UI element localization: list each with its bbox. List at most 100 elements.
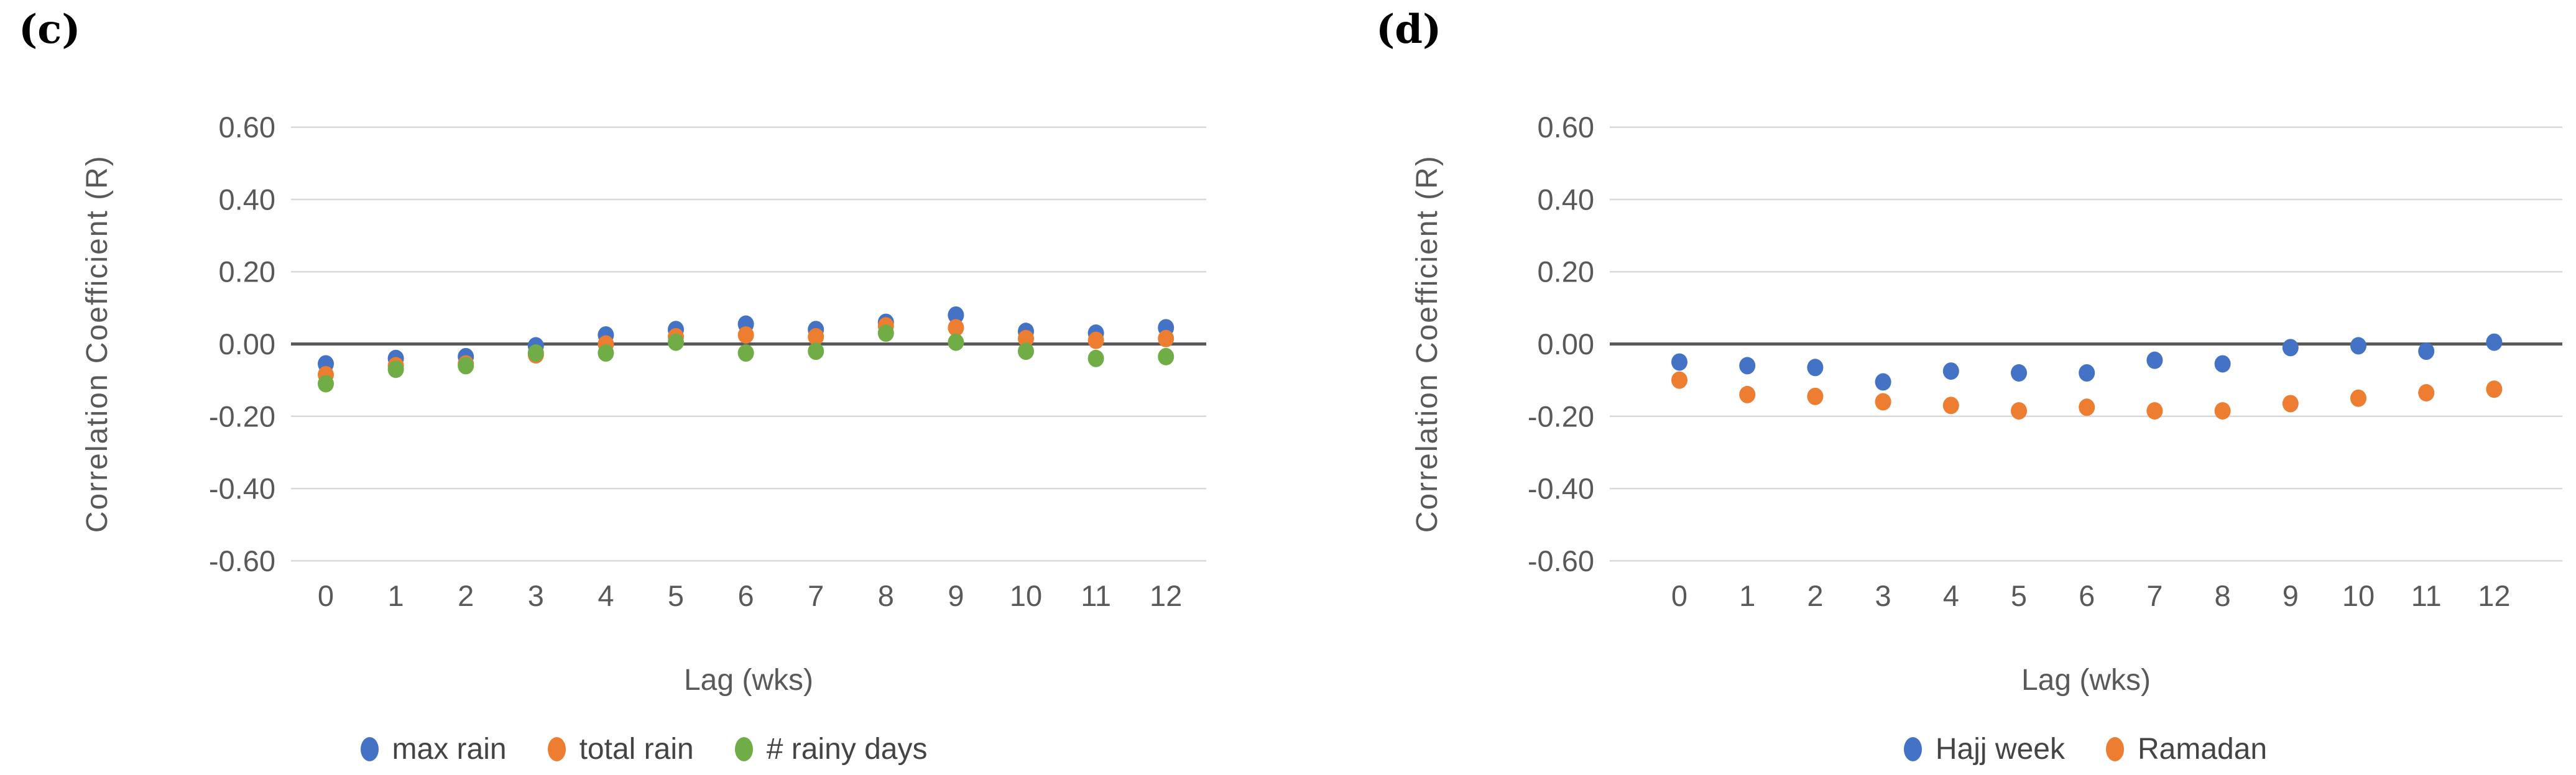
data-point-total-rain-lag-11	[1087, 331, 1104, 349]
data-point-total-rain-lag-12	[1158, 329, 1175, 347]
legend-item-max-rain: max rain	[360, 732, 507, 766]
legend-label: Ramadan	[2137, 733, 2268, 766]
data-point--rainy-days-lag-3	[527, 344, 544, 362]
legend-label: Hajj week	[1935, 733, 2065, 766]
x-tick-label: 2	[1807, 579, 1823, 612]
data-point-hajj-week-lag-2	[1807, 359, 1824, 377]
data-point-hajj-week-lag-6	[2079, 364, 2095, 382]
legend-item-hajj-week: Hajj week	[1903, 732, 2065, 766]
x-axis-title: Lag (wks)	[2021, 664, 2151, 697]
data-point-ramadan-lag-9	[2282, 395, 2299, 413]
data-point-ramadan-lag-0	[1671, 371, 1687, 389]
x-tick-label: 9	[2283, 579, 2299, 612]
data-point--rainy-days-lag-4	[598, 344, 614, 362]
legend-marker-icon	[360, 737, 379, 761]
x-axis-title: Lag (wks)	[684, 664, 813, 697]
x-tick-label: 0	[1671, 579, 1687, 612]
panel-label-d: (d)	[1376, 6, 1442, 53]
y-tick-label: 0.00	[1538, 328, 1594, 360]
x-tick-label: 5	[2011, 579, 2027, 612]
scatter-chart-c: 0.600.400.200.00-0.20-0.40-0.600 1 2 3 4 5 6 7 8…	[81, 111, 1206, 697]
legend-marker-icon	[734, 737, 753, 761]
y-axis-title: Correlation Coefficient (R)	[81, 155, 114, 533]
x-tick-label: 9	[948, 579, 964, 612]
x-tick-label: 10	[1010, 579, 1042, 612]
data-point-hajj-week-lag-7	[2146, 351, 2163, 369]
y-tick-label: 0.40	[1538, 183, 1594, 216]
legend-marker-icon	[1903, 737, 1922, 761]
x-tick-label: 12	[2478, 579, 2510, 612]
data-point-ramadan-lag-6	[2079, 398, 2095, 416]
data-point-hajj-week-lag-4	[1942, 362, 1959, 380]
data-point--rainy-days-lag-5	[668, 333, 684, 351]
y-tick-label: 0.60	[1538, 111, 1594, 144]
x-tick-label: 11	[2411, 579, 2442, 612]
x-tick-label: 12	[1150, 579, 1182, 612]
data-point--rainy-days-lag-9	[948, 333, 964, 351]
data-point-total-rain-lag-7	[808, 328, 824, 346]
data-point--rainy-days-lag-8	[877, 324, 894, 342]
y-tick-label: -0.60	[209, 544, 275, 577]
x-tick-label: 4	[1943, 579, 1959, 612]
data-point--rainy-days-lag-2	[458, 357, 474, 375]
data-point-ramadan-lag-5	[2011, 402, 2027, 420]
data-point-ramadan-lag-1	[1739, 385, 1756, 403]
x-tick-label: 10	[2342, 579, 2375, 612]
x-tick-label: 7	[2146, 579, 2163, 612]
y-tick-label: 0.40	[219, 183, 275, 216]
y-tick-label: -0.20	[1528, 400, 1594, 433]
y-axis-title: Correlation Coefficient (R)	[1411, 155, 1444, 533]
data-point-ramadan-lag-10	[2350, 389, 2366, 407]
scatter-chart-d: 0.600.400.200.00-0.20-0.40-0.600 1 2 3 4 5 6 7 8…	[1411, 111, 2562, 697]
panel-label-c: (c)	[19, 6, 81, 53]
data-point-ramadan-lag-2	[1807, 387, 1824, 405]
y-tick-label: 0.20	[219, 255, 275, 288]
x-tick-label: 8	[2215, 579, 2231, 612]
legend-marker-icon	[547, 737, 566, 761]
data-point--rainy-days-lag-7	[808, 342, 824, 360]
data-point-ramadan-lag-4	[1942, 397, 1959, 415]
y-tick-label: 0.60	[219, 111, 275, 144]
x-tick-label: 4	[598, 579, 614, 612]
x-tick-label: 6	[738, 579, 754, 612]
data-point-hajj-week-lag-11	[2418, 342, 2435, 360]
data-point-total-rain-lag-10	[1018, 329, 1034, 347]
data-point--rainy-days-lag-11	[1087, 349, 1104, 367]
y-tick-label: 0.20	[1538, 255, 1594, 288]
data-point-hajj-week-lag-10	[2350, 337, 2366, 355]
legend-label: total rain	[579, 733, 694, 766]
x-tick-label: 3	[528, 579, 544, 612]
panel-d: (d) 0.60 0.40 0.20 0.00 -0.20 -0.40 -0.60 0 1 2 3 4…	[1288, 0, 2575, 775]
data-point--rainy-days-lag-6	[737, 344, 754, 362]
x-tick-label: 3	[1875, 579, 1891, 612]
data-point-total-rain-lag-6	[737, 326, 754, 344]
legend-label: # rainy days	[766, 733, 928, 766]
legend-item--rainy-days: # rainy days	[734, 732, 928, 766]
data-point-hajj-week-lag-12	[2486, 333, 2503, 351]
x-tick-label: 11	[1081, 579, 1111, 612]
legend-marker-icon	[2105, 737, 2124, 761]
data-point-hajj-week-lag-3	[1875, 373, 1891, 391]
legend-c: max rain total rain # rainy days	[0, 732, 1288, 766]
x-tick-label: 0	[318, 579, 334, 612]
y-tick-label: -0.40	[209, 472, 275, 505]
legend-item-total-rain: total rain	[547, 732, 694, 766]
data-point-total-rain-lag-9	[948, 319, 964, 337]
data-point-ramadan-lag-12	[2486, 380, 2503, 398]
y-tick-label: -0.20	[209, 400, 275, 433]
y-tick-label: -0.40	[1528, 472, 1594, 505]
data-point-hajj-week-lag-9	[2282, 339, 2299, 357]
panel-c: (c) 0.60 0.40 0.20 0.00 -0.20 -0.40 -0.60 0 1 2 3 4…	[0, 6, 1288, 766]
legend-d: Hajj week Ramadan	[1610, 732, 2561, 766]
legend-item-ramadan: Ramadan	[2105, 732, 2268, 766]
data-point-hajj-week-lag-5	[2011, 364, 2027, 382]
data-point--rainy-days-lag-0	[318, 375, 334, 393]
data-point--rainy-days-lag-10	[1018, 342, 1034, 360]
x-tick-label: 8	[878, 579, 894, 612]
x-tick-label: 5	[668, 579, 684, 612]
data-point-ramadan-lag-8	[2214, 402, 2231, 420]
data-point--rainy-days-lag-1	[387, 360, 404, 378]
data-point-ramadan-lag-11	[2418, 384, 2435, 402]
y-tick-label: 0.00	[219, 328, 275, 360]
